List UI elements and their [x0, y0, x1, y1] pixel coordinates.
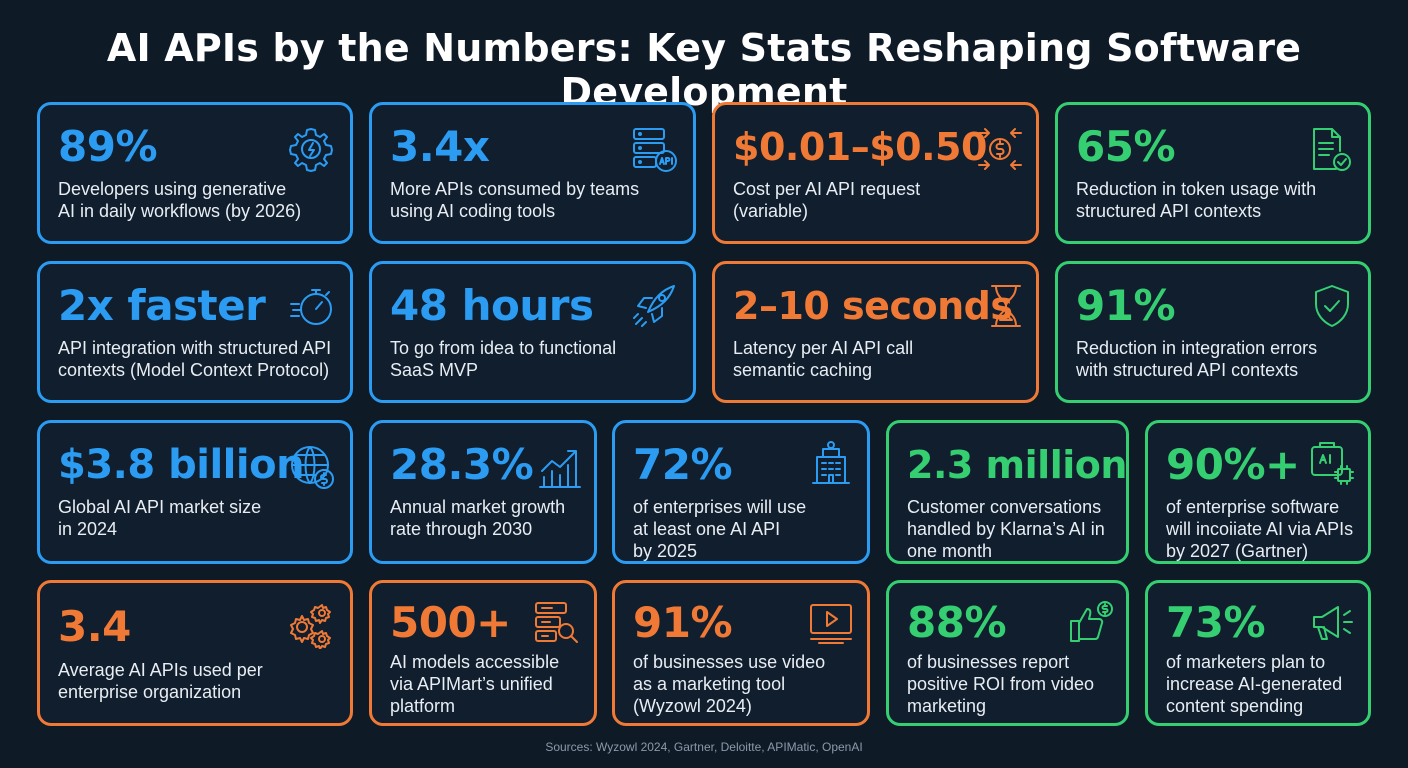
stat-description: of businesses use video as a marketing t… — [633, 652, 826, 716]
stat-card-enterprise-software-ai: 90%+ of enterprise software will incoiia… — [1145, 420, 1371, 564]
stat-value: 500+ — [390, 598, 511, 647]
stat-value: 91% — [633, 598, 733, 647]
stat-description: API integration with structured API cont… — [58, 338, 332, 380]
stopwatch-icon — [288, 282, 336, 330]
gears-icon — [286, 601, 334, 649]
stat-description: Average AI APIs used per enterprise orga… — [58, 660, 263, 702]
stat-description: of marketers plan to increase AI-generat… — [1166, 652, 1343, 716]
stat-value: $3.8 billion — [58, 442, 305, 488]
stat-value: 72% — [633, 440, 733, 489]
stat-value: 2.3 million — [907, 443, 1127, 487]
stat-description: Annual market growth rate through 2030 — [390, 497, 566, 539]
stat-value: 2x faster — [58, 281, 266, 330]
stat-card-video-marketing: 91% of businesses use video as a marketi… — [612, 580, 870, 726]
stat-value: 65% — [1076, 122, 1176, 171]
stat-description: Reduction in integration errors with str… — [1076, 338, 1318, 380]
ai-chip-icon — [1308, 439, 1356, 487]
stat-description: of enterprises will use at least one AI … — [633, 497, 807, 561]
stat-value: 28.3% — [390, 440, 534, 489]
database-search-icon — [532, 599, 580, 647]
stat-value: 3.4x — [390, 122, 490, 171]
growth-chart-icon — [536, 443, 584, 491]
stat-description: of businesses report positive ROI from v… — [907, 652, 1095, 716]
stat-card-video-roi: 88% of businesses report positive ROI fr… — [886, 580, 1129, 726]
stat-card-latency: 2–10 seconds Latency per AI API call sem… — [712, 261, 1039, 403]
gear-icon — [287, 125, 335, 173]
stat-card-developers-genai: 89% Developers using generative AI in da… — [37, 102, 353, 244]
stat-card-market-growth: 28.3% Annual market growth rate through … — [369, 420, 597, 564]
globe-dollar-icon — [288, 443, 336, 491]
stat-value: 91% — [1076, 281, 1176, 330]
stat-description: Global AI API market size in 2024 — [58, 497, 262, 539]
dollar-arrows-icon — [976, 125, 1024, 173]
stat-card-enterprise-ai-api: 72% of enterprises will use at least one… — [612, 420, 870, 564]
stat-description: Customer conversations handled by Klarna… — [907, 497, 1105, 561]
office-building-icon — [807, 439, 855, 487]
stat-description: AI models accessible via APIMart’s unifi… — [390, 652, 560, 716]
stat-value: 2–10 seconds — [733, 284, 1013, 328]
stat-value: 3.4 — [58, 602, 131, 651]
stat-value: 89% — [58, 122, 158, 171]
stat-value: 88% — [907, 598, 1007, 647]
stat-card-integration-errors: 91% Reduction in integration errors with… — [1055, 261, 1371, 403]
stat-card-cost-per-request: $0.01–$0.50 Cost per AI API request (var… — [712, 102, 1039, 244]
hourglass-icon — [982, 282, 1030, 330]
thumbs-up-dollar-icon — [1067, 599, 1115, 647]
page-title: AI APIs by the Numbers: Key Stats Reshap… — [106, 26, 1302, 114]
stat-description: Reduction in token usage with structured… — [1076, 179, 1317, 221]
stat-card-market-size: $3.8 billion Global AI API market size i… — [37, 420, 353, 564]
stat-card-integration-speed: 2x faster API integration with structure… — [37, 261, 353, 403]
stat-card-apis-consumed: 3.4x More APIs consumed by teams using A… — [369, 102, 696, 244]
sources-footer: Sources: Wyzowl 2024, Gartner, Deloitte,… — [545, 740, 863, 754]
rocket-icon — [630, 282, 678, 330]
stat-card-token-reduction: 65% Reduction in token usage with struct… — [1055, 102, 1371, 244]
megaphone-icon — [1308, 599, 1356, 647]
stat-description: Latency per AI API call semantic caching — [733, 338, 914, 380]
stat-card-models-accessible: 500+ AI models accessible via APIMart’s … — [369, 580, 597, 726]
stat-card-ai-content-spending: 73% of marketers plan to increase AI-gen… — [1145, 580, 1371, 726]
stat-description: Cost per AI API request (variable) — [733, 179, 921, 221]
api-server-icon — [630, 125, 678, 173]
stat-description: of enterprise software will incoiiate AI… — [1166, 497, 1354, 561]
stat-value: $0.01–$0.50 — [733, 125, 987, 169]
stat-description: Developers using generative AI in daily … — [58, 179, 302, 221]
stat-value: 73% — [1166, 598, 1266, 647]
stat-description: More APIs consumed by teams using AI cod… — [390, 179, 640, 221]
shield-check-icon — [1308, 282, 1356, 330]
video-play-icon — [807, 599, 855, 647]
stat-card-idea-to-mvp: 48 hours To go from idea to functional S… — [369, 261, 696, 403]
stat-card-avg-apis: 3.4 Average AI APIs used per enterprise … — [37, 580, 353, 726]
stat-card-klarna-conversations: 2.3 million Customer conversations handl… — [886, 420, 1129, 564]
stat-value: 90%+ — [1166, 440, 1300, 489]
stat-description: To go from idea to functional SaaS MVP — [390, 338, 617, 380]
document-check-icon — [1306, 125, 1354, 173]
stat-value: 48 hours — [390, 281, 594, 330]
